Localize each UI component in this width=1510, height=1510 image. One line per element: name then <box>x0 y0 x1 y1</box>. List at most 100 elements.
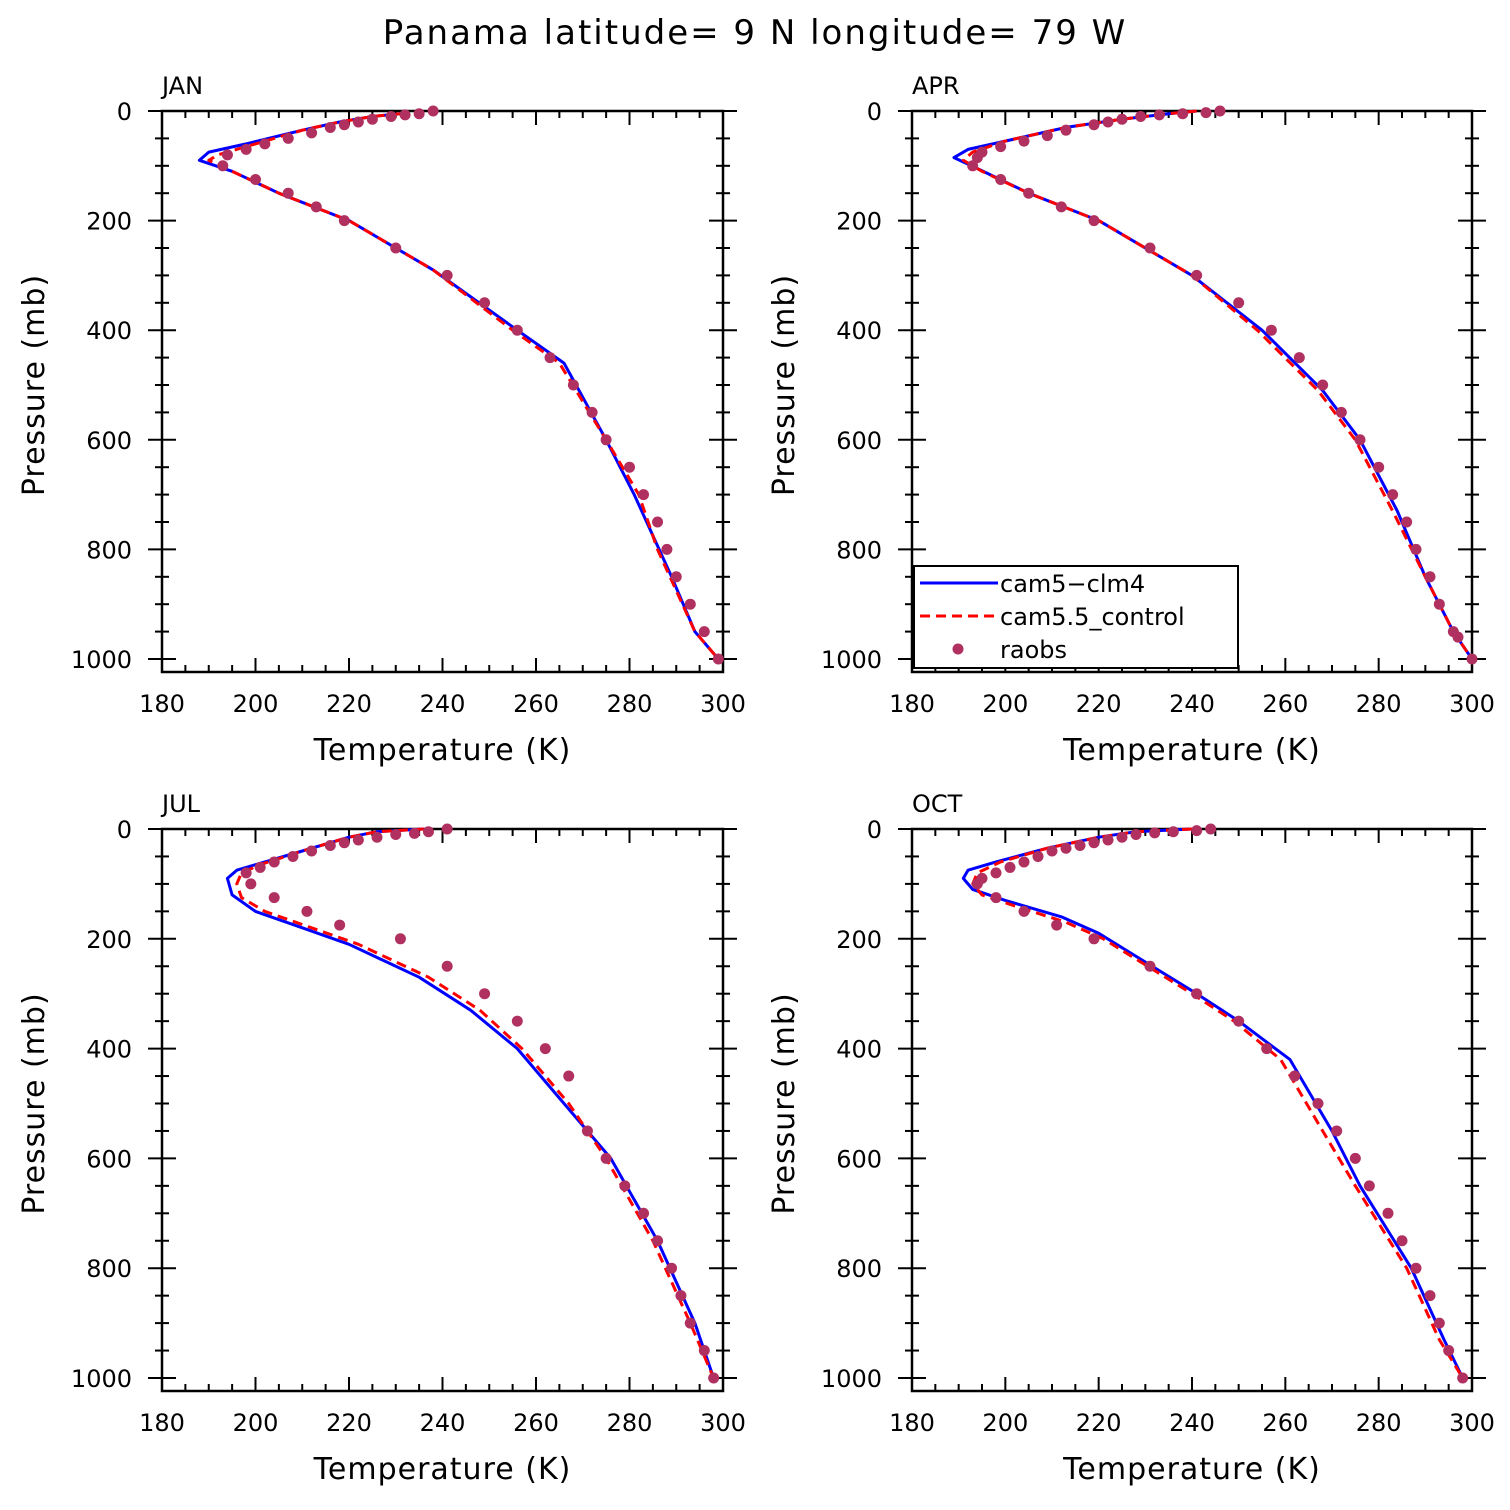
raobs-point <box>1312 1098 1324 1109</box>
raobs-point <box>1401 516 1413 528</box>
y-tick-label: 400 <box>86 1036 132 1064</box>
x-tick-label: 300 <box>700 690 746 718</box>
raobs-point <box>971 878 983 890</box>
raobs-point <box>1004 861 1016 873</box>
y-tick-label: 600 <box>836 427 882 455</box>
legend-swatch-raobs <box>952 643 964 655</box>
raobs-point <box>661 543 673 555</box>
raobs-point <box>390 242 402 254</box>
raobs-point <box>1433 1317 1445 1329</box>
raobs-point <box>1102 116 1114 128</box>
panel-jul-y-axis-label: Pressure (mb) <box>17 992 52 1214</box>
y-tick-label: 200 <box>836 926 882 954</box>
raobs-point <box>1167 826 1179 838</box>
raobs-point <box>338 119 350 131</box>
legend-label-cam5-clm4: cam5−clm4 <box>1000 570 1145 598</box>
x-tick-label: 280 <box>607 690 653 718</box>
y-tick-label: 1000 <box>71 1365 132 1393</box>
raobs-point <box>712 653 724 665</box>
raobs-point <box>385 110 397 122</box>
panel-jan-series-raobs <box>217 105 724 665</box>
panel-jan-x-axis-label: Temperature (K) <box>313 733 572 768</box>
raobs-point <box>1074 839 1086 851</box>
raobs-point <box>1373 461 1385 473</box>
raobs-point <box>1363 1180 1375 1192</box>
y-tick-label: 600 <box>86 427 132 455</box>
raobs-point <box>371 831 383 843</box>
legend-label-cam5-5-control: cam5.5_control <box>1000 603 1185 631</box>
raobs-point <box>581 1125 593 1137</box>
raobs-point <box>967 160 979 172</box>
panel-jan-title: JAN <box>160 72 203 100</box>
x-tick-label: 260 <box>513 1409 559 1437</box>
raobs-point <box>698 626 710 638</box>
raobs-point <box>567 379 579 391</box>
raobs-point <box>394 933 406 945</box>
raobs-point <box>1200 107 1212 119</box>
raobs-point <box>338 837 350 849</box>
raobs-point <box>287 850 299 862</box>
raobs-point <box>1265 324 1277 336</box>
raobs-point <box>441 960 453 972</box>
raobs-point <box>586 406 598 418</box>
x-tick-label: 240 <box>420 1409 466 1437</box>
raobs-point <box>1335 406 1347 418</box>
y-tick-label: 0 <box>867 816 882 844</box>
x-tick-label: 180 <box>889 690 935 718</box>
raobs-point <box>1060 124 1072 136</box>
raobs-point <box>282 132 294 144</box>
y-tick-label: 1000 <box>71 646 132 674</box>
x-tick-label: 280 <box>1356 690 1402 718</box>
raobs-point <box>1317 379 1329 391</box>
x-tick-label: 180 <box>139 1409 185 1437</box>
y-tick-label: 400 <box>836 317 882 345</box>
raobs-point <box>441 269 453 281</box>
panel-apr-title: APR <box>912 72 960 100</box>
panel-jul-x-axis-label: Temperature (K) <box>313 1452 572 1487</box>
panel-oct-x-axis-label: Temperature (K) <box>1062 1452 1321 1487</box>
raobs-point <box>995 174 1007 185</box>
raobs-point <box>1466 653 1478 665</box>
raobs-point <box>990 867 1002 879</box>
x-tick-label: 220 <box>326 1409 372 1437</box>
panel-jul-series-cam5-clm4 <box>225 827 716 1379</box>
panel-oct-y-axis-label: Pressure (mb) <box>767 992 802 1214</box>
raobs-point <box>600 1152 612 1164</box>
y-tick-label: 1000 <box>821 1365 882 1393</box>
raobs-point <box>1443 1345 1455 1357</box>
raobs-point <box>1041 130 1053 142</box>
raobs-point <box>652 1235 664 1247</box>
raobs-point <box>1261 1043 1273 1055</box>
y-tick-label: 400 <box>86 317 132 345</box>
x-tick-label: 180 <box>139 690 185 718</box>
x-tick-label: 300 <box>1449 1409 1495 1437</box>
raobs-point <box>422 826 434 838</box>
raobs-point <box>1149 827 1161 839</box>
raobs-point <box>268 856 280 868</box>
x-tick-label: 220 <box>326 690 372 718</box>
raobs-point <box>1205 823 1217 835</box>
raobs-point <box>619 1180 631 1192</box>
raobs-point <box>666 1262 678 1274</box>
y-tick-label: 800 <box>836 536 882 564</box>
panel-oct: OCT 180 200 220 240 260 280 300 0 200 400 600 800 100… <box>767 790 1495 1487</box>
raobs-point <box>408 827 420 839</box>
panel-jul-series-raobs <box>240 823 720 1384</box>
y-tick-label: 1000 <box>821 646 882 674</box>
raobs-point <box>240 867 252 879</box>
x-tick-label: 240 <box>420 690 466 718</box>
y-tick-label: 800 <box>86 1255 132 1283</box>
x-tick-label: 220 <box>1076 1409 1122 1437</box>
raobs-point <box>1088 837 1100 849</box>
panel-jan-y-axis-label: Pressure (mb) <box>17 274 52 496</box>
raobs-point <box>352 834 364 846</box>
raobs-point <box>1424 571 1436 583</box>
raobs-point <box>306 127 318 139</box>
panel-jan-series-cam5-clm4 <box>197 112 720 660</box>
panel-oct-frame <box>910 827 1474 1393</box>
raobs-point <box>1102 834 1114 846</box>
raobs-point <box>1060 842 1072 854</box>
x-tick-label: 200 <box>233 690 279 718</box>
raobs-point <box>1233 1015 1245 1027</box>
